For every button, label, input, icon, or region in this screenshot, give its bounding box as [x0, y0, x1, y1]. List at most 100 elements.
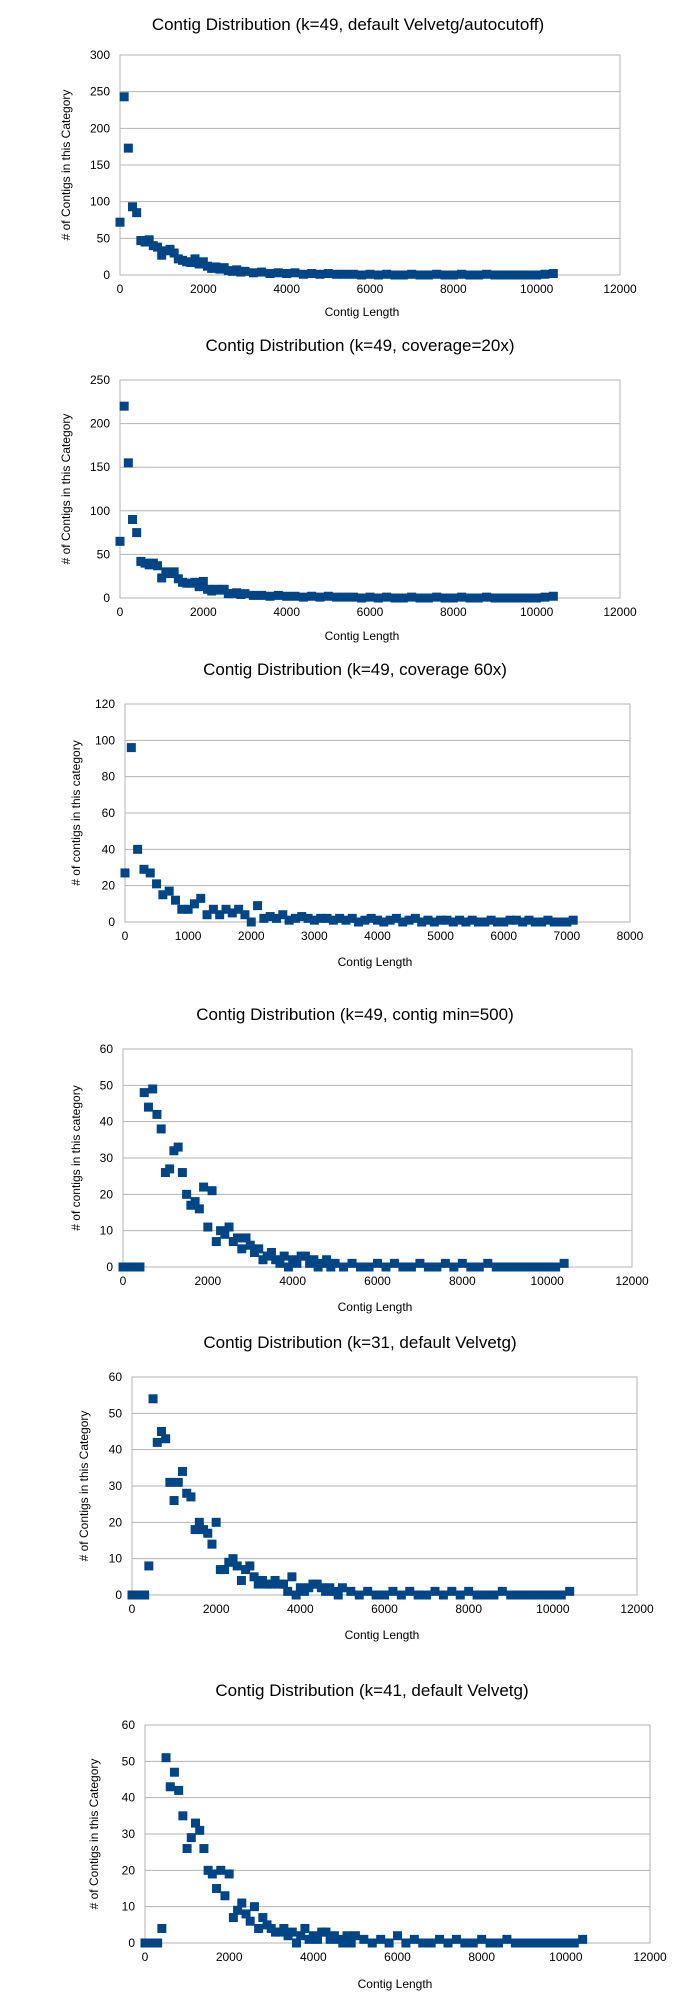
data-point — [157, 573, 167, 583]
y-tick-label: 60 — [100, 1042, 114, 1056]
data-point — [536, 1938, 546, 1948]
data-point — [190, 254, 200, 264]
x-axis-title: Contig Length — [345, 1628, 420, 1642]
data-point — [178, 1466, 187, 1476]
chart-title: Contig Distribution (k=49, coverage 60x) — [203, 660, 507, 679]
data-point — [321, 1927, 331, 1937]
data-point — [382, 269, 392, 279]
x-tick-label: 6000 — [364, 1274, 391, 1288]
data-point — [298, 269, 308, 279]
data-point — [275, 1258, 285, 1268]
data-point — [559, 1258, 569, 1268]
data-point — [473, 593, 483, 603]
data-point — [465, 593, 475, 603]
data-point — [448, 270, 458, 280]
y-tick-label: 40 — [102, 842, 116, 856]
data-point — [481, 1590, 490, 1600]
data-point — [156, 1427, 166, 1436]
data-point — [245, 1561, 255, 1571]
chart-title: Contig Distribution (k=31, default Velve… — [203, 1333, 516, 1352]
data-point — [300, 1251, 310, 1261]
data-point — [177, 904, 187, 914]
data-point — [396, 1590, 406, 1600]
data-point — [278, 910, 288, 920]
data-point — [436, 915, 446, 925]
data-point — [415, 1258, 425, 1268]
data-point — [565, 1586, 575, 1596]
data-point — [279, 1251, 289, 1261]
data-point — [153, 561, 162, 571]
data-point — [398, 593, 408, 603]
data-point — [483, 1258, 493, 1268]
chart-6: Contig Distribution (k=41, default Velve… — [87, 1681, 667, 1991]
data-point — [371, 1590, 381, 1600]
data-point — [347, 1258, 357, 1268]
y-tick-label: 250 — [90, 373, 110, 387]
data-point — [356, 1262, 366, 1272]
y-tick-label: 10 — [109, 1552, 123, 1566]
data-point — [556, 1590, 566, 1600]
data-point — [186, 1492, 196, 1502]
data-point — [382, 592, 392, 602]
data-point — [415, 593, 425, 603]
data-point — [461, 917, 471, 927]
y-tick-label: 0 — [103, 591, 110, 605]
data-point — [340, 592, 350, 602]
x-tick-label: 5000 — [427, 929, 454, 943]
data-point — [357, 593, 367, 603]
data-point — [287, 1927, 297, 1937]
chart-2: Contig Distribution (k=49, coverage=20x)… — [59, 336, 637, 643]
data-point — [190, 1525, 200, 1535]
x-tick-label: 12000 — [620, 1602, 654, 1616]
data-point — [287, 1572, 297, 1582]
data-point — [432, 592, 442, 602]
x-tick-label: 6000 — [357, 605, 384, 619]
data-point — [171, 895, 180, 905]
data-point — [228, 1913, 238, 1923]
y-tick-label: 10 — [100, 1224, 114, 1238]
data-point — [145, 868, 155, 878]
data-point — [451, 1934, 461, 1944]
y-tick-label: 50 — [122, 1754, 136, 1768]
data-point — [323, 591, 333, 601]
data-point — [578, 1934, 588, 1944]
data-point — [194, 582, 204, 592]
data-point — [523, 270, 533, 280]
data-point — [298, 592, 308, 602]
data-point — [390, 270, 400, 280]
data-point — [234, 904, 244, 914]
data-point — [393, 1931, 402, 1941]
data-point — [457, 1258, 467, 1268]
data-point — [542, 1262, 552, 1272]
data-point — [409, 1934, 419, 1944]
data-point — [119, 92, 129, 102]
data-point — [237, 1244, 247, 1254]
x-tick-label: 6000 — [357, 282, 384, 296]
data-point — [182, 1189, 192, 1199]
data-point — [323, 269, 333, 279]
data-point — [316, 913, 326, 923]
data-point — [266, 1247, 276, 1257]
data-point — [499, 917, 509, 927]
y-tick-label: 200 — [90, 121, 110, 135]
data-point — [342, 1931, 352, 1941]
plot-frame — [119, 379, 621, 599]
data-point — [313, 1934, 323, 1944]
data-point — [500, 1262, 510, 1272]
y-axis-title: # of Contigs in this Category — [77, 1411, 91, 1562]
data-point — [548, 1590, 558, 1600]
x-tick-label: 0 — [117, 605, 124, 619]
data-point — [203, 1528, 213, 1538]
data-point — [498, 270, 508, 280]
y-tick-label: 60 — [122, 1718, 136, 1732]
data-point — [515, 593, 525, 603]
data-point — [333, 1590, 343, 1600]
data-point — [196, 893, 206, 903]
data-point — [532, 270, 542, 280]
data-point — [440, 593, 450, 603]
data-point — [373, 593, 383, 603]
x-tick-label: 2000 — [216, 1950, 243, 1964]
x-tick-label: 10000 — [549, 1950, 583, 1964]
y-tick-label: 50 — [97, 547, 111, 561]
